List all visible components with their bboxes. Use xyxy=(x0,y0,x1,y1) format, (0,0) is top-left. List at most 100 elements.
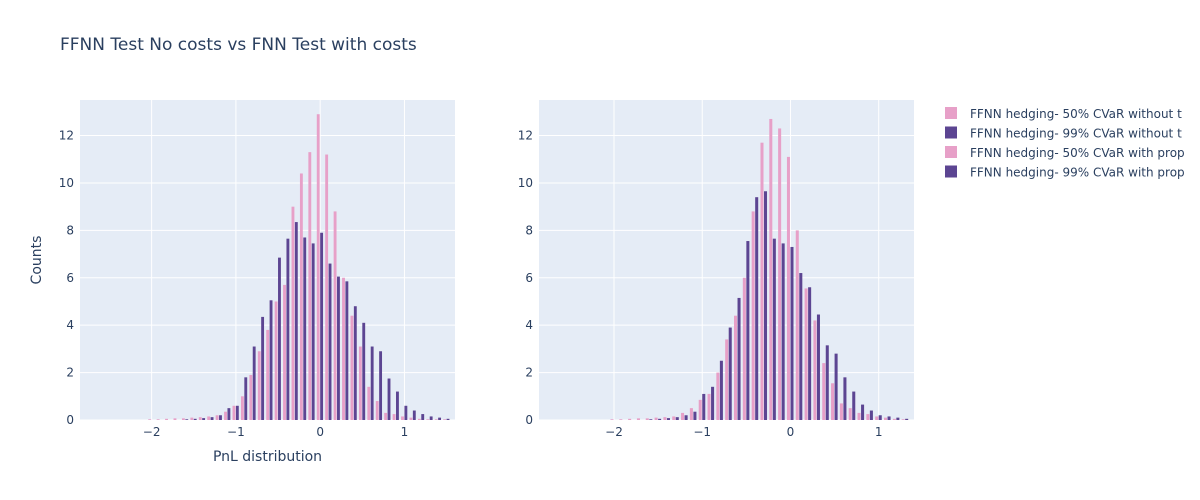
bar[interactable] xyxy=(672,416,676,420)
bar[interactable] xyxy=(786,156,790,420)
bar[interactable] xyxy=(232,405,236,420)
bar[interactable] xyxy=(884,417,888,420)
bar[interactable] xyxy=(799,273,803,420)
bar[interactable] xyxy=(294,222,298,420)
bar[interactable] xyxy=(711,386,715,420)
bar[interactable] xyxy=(861,404,865,420)
bar[interactable] xyxy=(778,128,782,420)
bar[interactable] xyxy=(689,408,693,420)
bar[interactable] xyxy=(278,257,281,420)
bar[interactable] xyxy=(257,351,261,420)
bar[interactable] xyxy=(438,417,442,420)
bar[interactable] xyxy=(328,263,332,420)
bar[interactable] xyxy=(804,288,808,420)
legend-item[interactable]: FFNN hedging- 50% CVaR without t xyxy=(945,107,1182,121)
bar[interactable] xyxy=(725,339,729,420)
bar[interactable] xyxy=(658,418,662,420)
bar[interactable] xyxy=(384,412,388,420)
bar[interactable] xyxy=(755,197,759,420)
bar[interactable] xyxy=(190,417,194,420)
bar[interactable] xyxy=(333,211,337,420)
bar[interactable] xyxy=(901,419,905,420)
bar[interactable] xyxy=(654,417,658,420)
bar[interactable] xyxy=(808,287,812,420)
bar[interactable] xyxy=(875,416,879,420)
bar[interactable] xyxy=(202,418,206,420)
bar[interactable] xyxy=(417,418,421,420)
bar[interactable] xyxy=(645,418,649,420)
bar[interactable] xyxy=(362,322,366,420)
bar[interactable] xyxy=(636,418,640,420)
bar[interactable] xyxy=(207,416,211,420)
bar[interactable] xyxy=(684,415,688,420)
legend-item[interactable]: FFNN hedging- 50% CVaR with prop xyxy=(945,146,1185,160)
bar[interactable] xyxy=(353,306,357,420)
bar[interactable] xyxy=(675,417,679,420)
bar[interactable] xyxy=(210,417,214,420)
bar[interactable] xyxy=(337,276,340,420)
bar[interactable] xyxy=(649,419,653,420)
bar[interactable] xyxy=(392,414,396,420)
bar[interactable] xyxy=(728,327,732,420)
bar[interactable] xyxy=(663,417,667,420)
bar[interactable] xyxy=(249,374,253,420)
bar[interactable] xyxy=(219,415,222,420)
bar[interactable] xyxy=(896,417,900,420)
bar[interactable] xyxy=(693,411,697,420)
bar[interactable] xyxy=(878,415,882,420)
bar[interactable] xyxy=(887,416,891,420)
bar[interactable] xyxy=(857,412,861,420)
bar[interactable] xyxy=(772,238,776,420)
bar[interactable] xyxy=(702,393,706,420)
bar[interactable] xyxy=(396,391,399,420)
bar[interactable] xyxy=(742,277,746,420)
bar[interactable] xyxy=(751,211,755,420)
bar[interactable] xyxy=(790,246,794,420)
bar[interactable] xyxy=(156,419,160,420)
bar[interactable] xyxy=(869,410,873,420)
bar[interactable] xyxy=(227,408,231,420)
bar[interactable] xyxy=(434,419,438,420)
bar[interactable] xyxy=(839,403,843,420)
bar[interactable] xyxy=(429,416,433,420)
bar[interactable] xyxy=(760,142,764,421)
bar[interactable] xyxy=(905,418,909,420)
legend[interactable]: FFNN hedging- 50% CVaR without t FFNN hed… xyxy=(945,107,1185,180)
bar[interactable] xyxy=(240,396,244,420)
bar[interactable] xyxy=(325,154,329,420)
bar[interactable] xyxy=(311,243,315,420)
bar[interactable] xyxy=(866,414,870,420)
bar[interactable] xyxy=(421,414,425,420)
bar[interactable] xyxy=(795,230,799,420)
bar[interactable] xyxy=(173,418,177,420)
bar[interactable] xyxy=(412,410,416,420)
bar[interactable] xyxy=(446,418,450,420)
bar[interactable] xyxy=(261,316,265,420)
bar[interactable] xyxy=(269,300,273,420)
bar[interactable] xyxy=(286,238,290,420)
bar[interactable] xyxy=(198,417,202,420)
bar[interactable] xyxy=(746,241,750,420)
bar[interactable] xyxy=(426,419,430,420)
bar[interactable] xyxy=(404,405,408,420)
bar[interactable] xyxy=(358,346,362,420)
legend-item[interactable]: FFNN hedging- 99% CVaR without t xyxy=(945,126,1182,141)
bar[interactable] xyxy=(215,415,219,420)
bar[interactable] xyxy=(401,416,404,420)
bar[interactable] xyxy=(316,114,320,420)
bar[interactable] xyxy=(707,393,711,420)
bar[interactable] xyxy=(610,419,614,420)
bar[interactable] xyxy=(244,377,248,420)
bar[interactable] xyxy=(350,315,354,420)
bar[interactable] xyxy=(769,118,773,421)
bar[interactable] xyxy=(822,363,826,420)
bar[interactable] xyxy=(716,372,720,420)
bar[interactable] xyxy=(367,386,371,420)
bar[interactable] xyxy=(303,237,307,420)
bar[interactable] xyxy=(681,412,685,420)
bar[interactable] xyxy=(781,243,785,420)
bar[interactable] xyxy=(409,417,413,420)
bar[interactable] xyxy=(252,346,256,420)
bar[interactable] xyxy=(734,315,738,420)
bar[interactable] xyxy=(852,391,856,420)
